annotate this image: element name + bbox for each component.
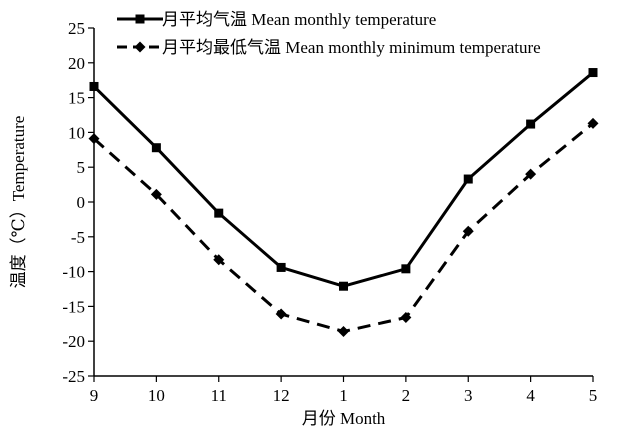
legend-marker <box>135 14 145 24</box>
x-tick-label: 12 <box>273 386 290 405</box>
x-axis-ticks: 9 10 11 12 1 2 3 4 5 <box>90 376 598 405</box>
legend-label: 月平均最低气温 Mean monthly minimum temperature <box>162 38 541 57</box>
data-point <box>151 143 161 153</box>
y-tick-label: -15 <box>62 297 85 316</box>
data-point <box>276 262 286 272</box>
y-tick-label: 10 <box>68 123 85 142</box>
legend-marker <box>134 41 146 53</box>
legend-label: 月平均气温 Mean monthly temperature <box>162 10 436 29</box>
y-axis-ticks: -25 -20 -15 -10 -5 0 5 10 15 20 25 <box>62 19 94 386</box>
x-tick-label: 10 <box>148 386 165 405</box>
legend-item: 月平均最低气温 Mean monthly minimum temperature <box>117 38 541 57</box>
x-tick-label: 11 <box>211 386 227 405</box>
y-tick-label: -25 <box>62 367 85 386</box>
y-tick-label: 15 <box>68 89 85 108</box>
data-point <box>587 117 599 129</box>
axes <box>93 28 593 377</box>
y-tick-label: -5 <box>71 228 85 247</box>
x-tick-label: 5 <box>589 386 598 405</box>
y-tick-label: 20 <box>68 54 85 73</box>
data-point <box>401 264 411 274</box>
series-2 <box>88 117 599 337</box>
y-tick-label: 5 <box>77 158 86 177</box>
data-point <box>463 174 473 184</box>
data-point <box>88 133 100 145</box>
y-tick-label: -20 <box>62 332 85 351</box>
data-point <box>400 312 412 324</box>
y-tick-label: 0 <box>77 193 86 212</box>
x-axis-title: 月份 Month <box>302 409 386 428</box>
data-point <box>214 208 224 218</box>
data-point <box>275 308 287 320</box>
series-layer <box>88 68 599 337</box>
data-point <box>338 325 349 337</box>
data-point <box>213 254 225 266</box>
data-point <box>150 188 162 200</box>
x-tick-label: 1 <box>339 386 348 405</box>
y-tick-label: -10 <box>62 263 85 282</box>
series-line <box>92 71 594 288</box>
series-line <box>93 122 594 333</box>
series-1 <box>89 68 598 291</box>
y-axis-title: 温度（℃）Temperature <box>9 116 28 289</box>
data-point <box>526 119 536 129</box>
x-tick-label: 2 <box>402 386 411 405</box>
x-tick-label: 4 <box>526 386 535 405</box>
data-point <box>339 281 348 291</box>
x-tick-label: 9 <box>90 386 99 405</box>
legend-item: 月平均气温 Mean monthly temperature <box>117 10 436 29</box>
y-tick-label: 25 <box>68 19 85 38</box>
data-point <box>89 81 99 91</box>
data-point <box>588 68 598 78</box>
data-point <box>525 168 537 180</box>
x-tick-label: 3 <box>464 386 473 405</box>
legend: 月平均气温 Mean monthly temperature 月平均最低气温 Me… <box>117 10 541 57</box>
data-point <box>462 225 474 237</box>
